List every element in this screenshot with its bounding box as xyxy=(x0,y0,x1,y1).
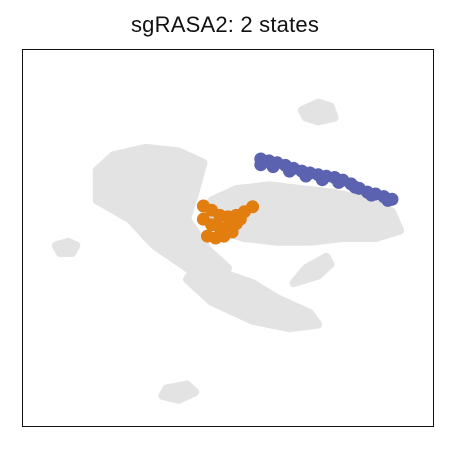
state-point xyxy=(225,225,239,239)
state-point xyxy=(348,180,362,194)
background-cluster-left-small-island xyxy=(51,237,81,257)
background-cluster-bottom-island xyxy=(158,380,200,404)
highlighted-states-layer xyxy=(196,152,399,245)
series-2 xyxy=(196,199,260,245)
background-cluster-lower-tail-region xyxy=(183,249,323,333)
state-point xyxy=(315,173,329,187)
background-cluster-left-main-region xyxy=(92,143,232,288)
state-point xyxy=(246,200,260,214)
state-point xyxy=(332,175,346,189)
state-point xyxy=(299,169,313,183)
state-point xyxy=(233,212,247,226)
state-point xyxy=(365,188,378,202)
background-cluster-top-right-island xyxy=(297,98,339,126)
state-point xyxy=(254,158,268,172)
series-1 xyxy=(254,152,399,207)
background-cluster-mid-right-streak xyxy=(289,252,335,288)
state-point xyxy=(266,160,280,174)
state-point xyxy=(381,193,395,207)
chart-title: sgRASA2: 2 states xyxy=(130,12,320,37)
state-point xyxy=(283,164,296,178)
background-cells-layer xyxy=(51,98,405,404)
